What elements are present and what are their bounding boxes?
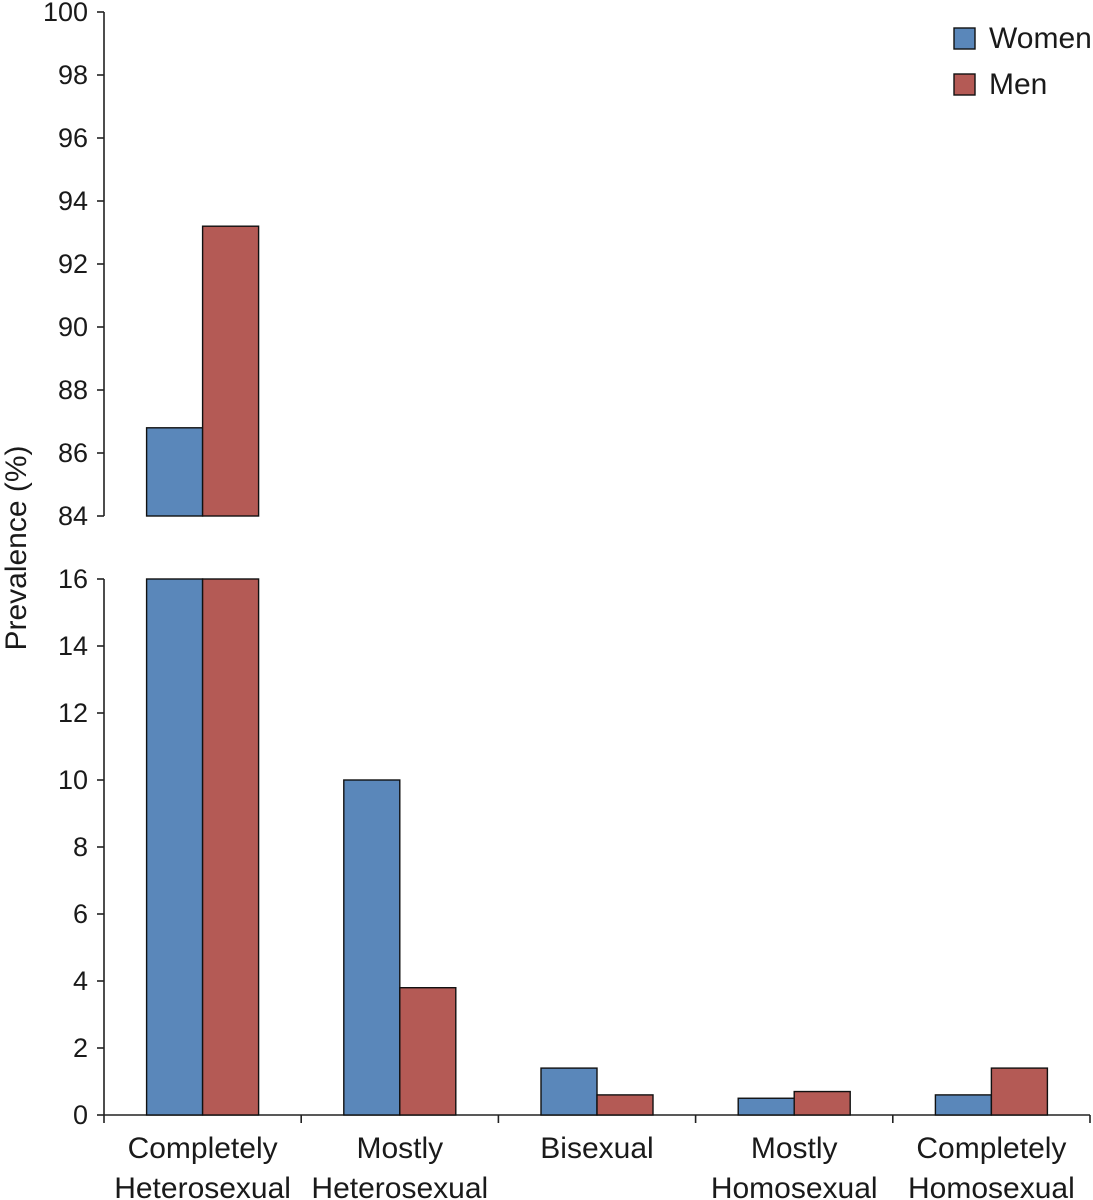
upper-y-tick-label: 86: [58, 438, 88, 468]
upper-y-tick-label: 94: [58, 186, 88, 216]
lower-y-tick-label: 2: [73, 1033, 88, 1063]
lower-y-tick-label: 12: [58, 698, 88, 728]
lower-y-tick-label: 6: [73, 899, 88, 929]
bar-women: [343, 779, 401, 1116]
x-category-label: Mostly Heterosexual: [311, 1132, 488, 1200]
bar-women-upper-segment: [145, 427, 204, 517]
upper-y-tick-label: 84: [58, 501, 88, 531]
upper-y-tick-label: 100: [43, 0, 88, 27]
bar-women: [540, 1067, 598, 1116]
x-category-label: Completely Homosexual: [908, 1132, 1075, 1200]
bar-men-upper-segment: [201, 225, 260, 517]
lower-y-tick-label: 16: [58, 564, 88, 594]
bar-women: [934, 1094, 993, 1116]
legend: Women Men: [953, 22, 1092, 101]
legend-label-men: Men: [989, 68, 1047, 101]
lower-y-tick-label: 8: [73, 832, 88, 862]
lower-y-tick-label: 4: [73, 966, 88, 996]
category-labels: Completely Heterosexual Mostly Heterosexual…: [114, 1132, 1075, 1200]
upper-y-tick-label: 88: [58, 375, 88, 405]
lower-y-tick-label: 0: [73, 1100, 88, 1130]
upper-y-tick-label: 92: [58, 249, 88, 279]
bar-men: [201, 578, 260, 1116]
bar-men: [399, 987, 457, 1116]
upper-y-tick-label: 90: [58, 312, 88, 342]
bar-men: [990, 1067, 1049, 1116]
bar-women: [737, 1097, 795, 1116]
upper-y-tick-label: 98: [58, 60, 88, 90]
x-category-label: Mostly Homosexual: [711, 1132, 878, 1200]
lower-y-tick-label: 10: [58, 765, 88, 795]
y-axis-title: Prevalence (%): [0, 445, 33, 650]
legend-swatch-women: [953, 27, 976, 50]
upper-axis-panel: 84 86 88 90 92 94 96 98 100: [43, 0, 105, 531]
lower-axis-panel: 0 2 4 6 8 10 12 14 16: [58, 564, 1091, 1130]
bar-men: [596, 1094, 654, 1116]
bars-group: [145, 225, 1049, 1116]
x-category-label: Bisexual: [540, 1132, 653, 1165]
lower-y-tick-label: 14: [58, 631, 88, 661]
bar-men: [793, 1090, 851, 1116]
upper-y-tick-label: 96: [58, 123, 88, 153]
bar-women: [145, 578, 204, 1116]
legend-label-women: Women: [989, 22, 1092, 55]
legend-swatch-men: [953, 73, 976, 96]
x-category-label: Completely Heterosexual: [114, 1132, 291, 1200]
